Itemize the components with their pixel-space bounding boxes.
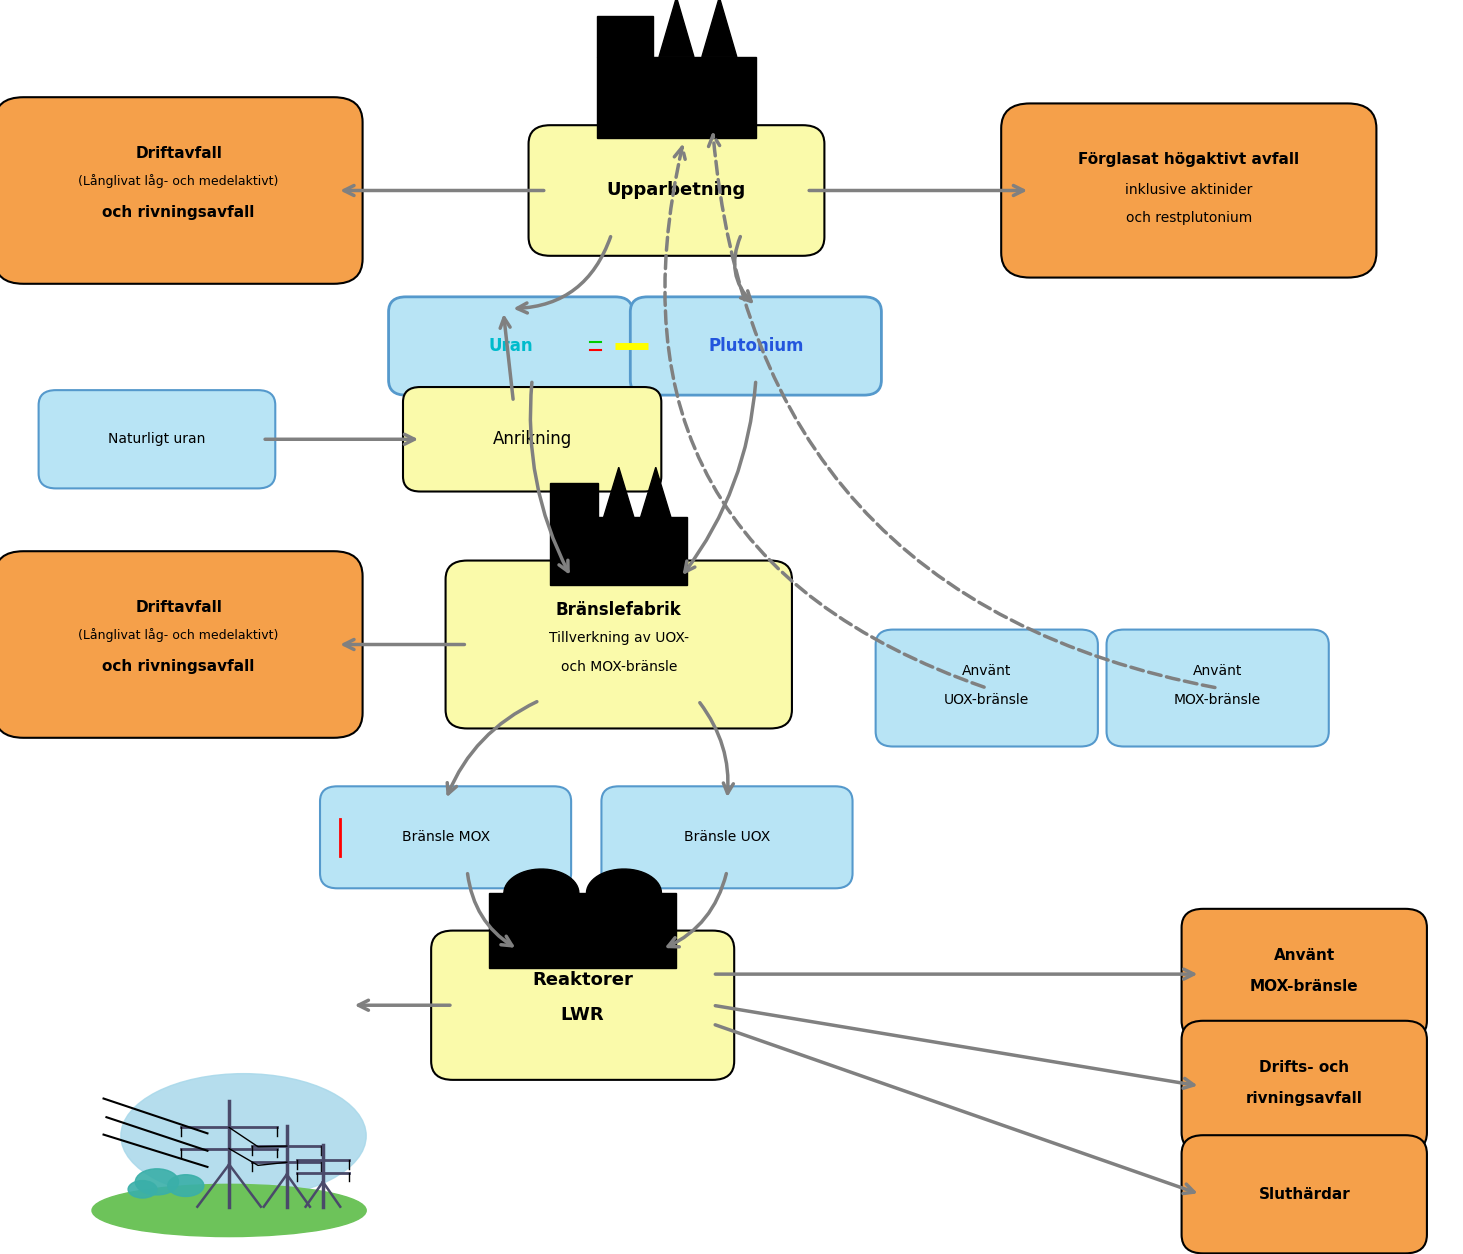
Text: Driftavfall: Driftavfall [135, 599, 222, 614]
FancyBboxPatch shape [631, 297, 881, 395]
FancyBboxPatch shape [1001, 103, 1377, 277]
Text: Tillverkning av UOX-: Tillverkning av UOX- [549, 631, 689, 646]
FancyBboxPatch shape [876, 630, 1097, 746]
FancyBboxPatch shape [1182, 1135, 1426, 1254]
Text: inklusive aktinider: inklusive aktinider [1125, 183, 1252, 197]
Polygon shape [702, 0, 737, 56]
FancyBboxPatch shape [432, 930, 734, 1080]
Text: Drifts- och: Drifts- och [1260, 1060, 1349, 1075]
Text: Uran: Uran [489, 337, 533, 355]
Text: Sluthärdar: Sluthärdar [1258, 1186, 1350, 1201]
Polygon shape [604, 468, 633, 517]
Polygon shape [489, 893, 676, 968]
Text: och MOX-bränsle: och MOX-bränsle [560, 660, 677, 673]
Text: Använt: Använt [963, 663, 1011, 677]
Text: (Långlivat låg- och medelaktivt): (Långlivat låg- och medelaktivt) [79, 173, 279, 188]
Text: Anrikning: Anrikning [493, 430, 572, 448]
Polygon shape [597, 56, 756, 138]
Text: MOX-bränsle: MOX-bränsle [1249, 979, 1359, 994]
Text: UOX-bränsle: UOX-bränsle [944, 693, 1030, 707]
FancyBboxPatch shape [1182, 909, 1426, 1040]
Text: och rivningsavfall: och rivningsavfall [102, 206, 255, 221]
Text: Plutonium: Plutonium [708, 337, 803, 355]
Polygon shape [550, 483, 598, 517]
Text: Bränsle MOX: Bränsle MOX [401, 830, 490, 844]
Ellipse shape [121, 1073, 366, 1198]
Polygon shape [550, 517, 688, 586]
FancyBboxPatch shape [389, 297, 632, 395]
Text: Reaktorer: Reaktorer [533, 972, 633, 989]
Text: MOX-bränsle: MOX-bränsle [1175, 693, 1261, 707]
Ellipse shape [168, 1175, 203, 1196]
Text: Förglasat högaktivt avfall: Förglasat högaktivt avfall [1078, 152, 1299, 167]
Polygon shape [597, 16, 652, 56]
Text: (Långlivat låg- och medelaktivt): (Långlivat låg- och medelaktivt) [79, 627, 279, 642]
Polygon shape [503, 869, 579, 893]
FancyBboxPatch shape [601, 786, 853, 888]
FancyBboxPatch shape [38, 390, 275, 488]
Text: Upparbetning: Upparbetning [607, 182, 746, 199]
Text: Använt: Använt [1274, 948, 1334, 963]
Polygon shape [641, 468, 672, 517]
FancyBboxPatch shape [1182, 1021, 1426, 1151]
Ellipse shape [135, 1169, 178, 1195]
FancyBboxPatch shape [446, 561, 791, 729]
Polygon shape [658, 0, 693, 56]
FancyBboxPatch shape [0, 98, 363, 283]
Text: LWR: LWR [560, 1006, 604, 1025]
Ellipse shape [92, 1184, 366, 1236]
Text: Driftavfall: Driftavfall [135, 145, 222, 161]
Text: rivningsavfall: rivningsavfall [1246, 1091, 1362, 1106]
Text: Använt: Använt [1192, 663, 1242, 677]
Text: och rivningsavfall: och rivningsavfall [102, 660, 255, 675]
FancyBboxPatch shape [0, 552, 363, 737]
Text: Bränsle UOX: Bränsle UOX [683, 830, 770, 844]
FancyBboxPatch shape [320, 786, 571, 888]
FancyBboxPatch shape [402, 387, 661, 492]
FancyBboxPatch shape [1106, 630, 1328, 746]
Text: Naturligt uran: Naturligt uran [108, 433, 206, 446]
Text: Bränslefabrik: Bränslefabrik [556, 601, 682, 618]
Text: och restplutonium: och restplutonium [1125, 211, 1252, 224]
Polygon shape [587, 869, 661, 893]
FancyBboxPatch shape [528, 125, 825, 256]
Ellipse shape [129, 1180, 157, 1198]
